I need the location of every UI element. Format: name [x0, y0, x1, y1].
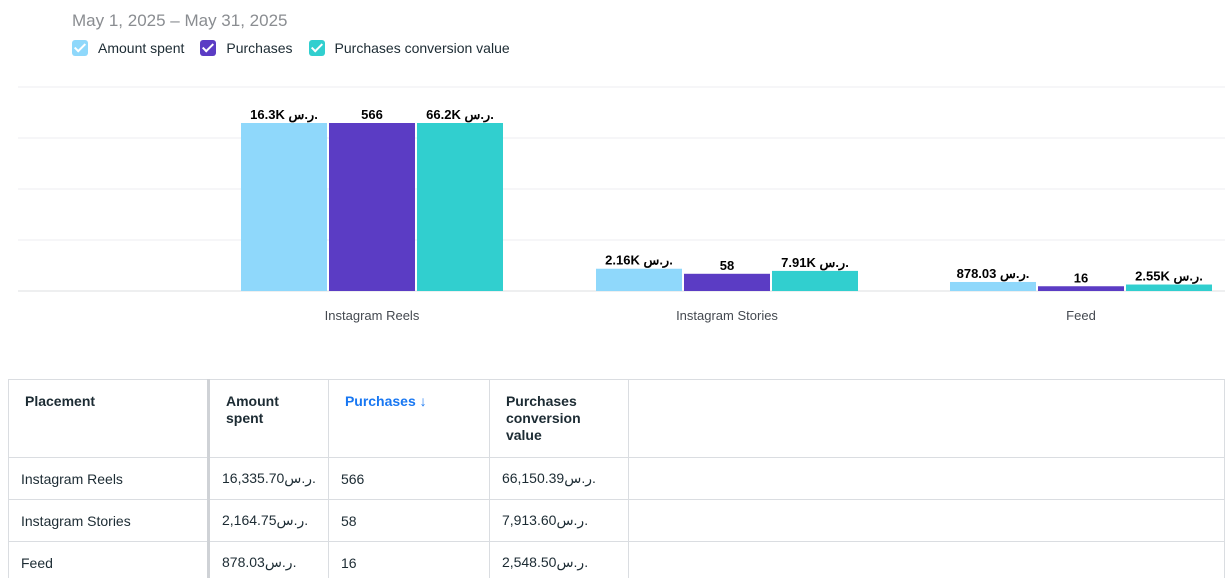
legend-item-purchases[interactable]: Purchases	[200, 40, 293, 56]
bar-data-label: 2.16K ر.س.	[605, 253, 673, 269]
bar-purchases[interactable]	[1038, 286, 1124, 291]
bar-data-label: 66.2K ر.س.	[426, 107, 494, 123]
bar-amount-spent[interactable]	[241, 123, 327, 291]
category-label: Feed	[1066, 308, 1096, 323]
date-range: May 1, 2025 – May 31, 2025	[72, 11, 288, 30]
cell-amount: 2,164.75ر.س.	[208, 499, 329, 542]
cell-amount: 878.03ر.س.	[208, 541, 329, 578]
bar-data-label: 2.55K ر.س.	[1135, 269, 1203, 285]
bar-amount-spent[interactable]	[596, 268, 682, 291]
checkbox-icon[interactable]	[72, 40, 88, 56]
bar-amount-spent[interactable]	[950, 281, 1036, 291]
header-empty	[627, 379, 1225, 458]
cell-purchases: 16	[327, 541, 490, 578]
table-row: Feed 878.03ر.س. 16 2,548.50ر.س.	[8, 541, 1225, 578]
legend-item-amount-spent[interactable]: Amount spent	[72, 40, 184, 56]
cell-placement: Instagram Stories	[8, 499, 210, 542]
bar-data-label: 7.91K ر.س.	[781, 255, 849, 271]
category-label: Instagram Stories	[676, 308, 778, 323]
bar-chart: 16.3K ر.س. 566 66.2K ر.س. Instagram Reels 2.…	[18, 86, 1225, 323]
cell-empty	[627, 541, 1225, 578]
cell-empty	[627, 457, 1225, 500]
placement-table: Placement Amount spent Purchases ↓ Purch…	[8, 379, 1225, 578]
table-row: Instagram Reels 16,335.70ر.س. 566 66,150…	[8, 457, 1225, 500]
checkbox-icon[interactable]	[308, 40, 325, 56]
header-purchases[interactable]: Purchases ↓	[327, 379, 490, 458]
chart-legend: Amount spent Purchases Purchases convers…	[72, 40, 510, 56]
bar-purchases[interactable]	[684, 273, 770, 291]
bar-data-label: 16	[1074, 270, 1088, 285]
legend-label: Purchases	[226, 40, 293, 56]
cell-empty	[627, 499, 1225, 542]
table-header-row: Placement Amount spent Purchases ↓ Purch…	[8, 379, 1225, 458]
bar-data-label: 878.03 ر.س.	[957, 266, 1030, 282]
header-conversion-value[interactable]: Purchases conversion value	[488, 379, 629, 458]
cell-conversion: 2,548.50ر.س.	[488, 541, 629, 578]
bar-purchases-conversion-value[interactable]	[417, 123, 503, 291]
bar-data-label: 566	[361, 107, 383, 122]
header-amount-spent[interactable]: Amount spent	[208, 379, 329, 458]
cell-purchases: 566	[327, 457, 490, 500]
bar-data-label: 16.3K ر.س.	[250, 107, 318, 123]
table-row: Instagram Stories 2,164.75ر.س. 58 7,913.…	[8, 499, 1225, 542]
bar-purchases-conversion-value[interactable]	[1126, 284, 1212, 291]
header-placement[interactable]: Placement	[8, 379, 210, 458]
cell-conversion: 66,150.39ر.س.	[488, 457, 629, 500]
bar-purchases[interactable]	[329, 123, 415, 291]
cell-conversion: 7,913.60ر.س.	[488, 499, 629, 542]
checkbox-icon[interactable]	[200, 40, 217, 56]
cell-placement: Instagram Reels	[8, 457, 210, 500]
legend-label: Amount spent	[98, 40, 185, 56]
cell-amount: 16,335.70ر.س.	[208, 457, 329, 500]
cell-purchases: 58	[327, 499, 490, 542]
category-label: Instagram Reels	[325, 308, 420, 323]
legend-label: Purchases conversion value	[334, 40, 510, 56]
bar-data-label: 58	[720, 258, 734, 273]
legend-item-conversion-value[interactable]: Purchases conversion value	[308, 40, 510, 56]
cell-placement: Feed	[8, 541, 210, 578]
bar-purchases-conversion-value[interactable]	[772, 270, 858, 291]
